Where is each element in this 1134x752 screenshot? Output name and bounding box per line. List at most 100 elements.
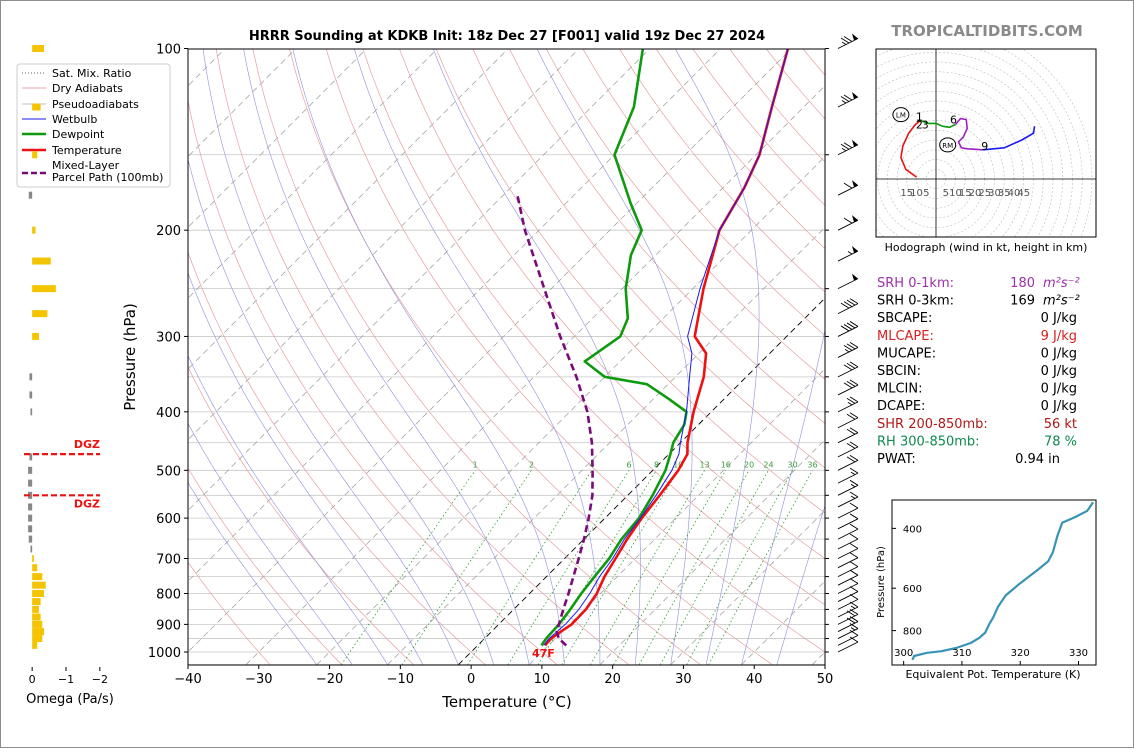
wind-barb-flag	[849, 616, 859, 622]
pseudoadiabat-line	[188, 158, 459, 665]
x-tick-label: −10	[387, 672, 414, 687]
pseudoadiabat-line	[202, 49, 494, 665]
isotherm-line	[188, 49, 721, 582]
omega-panel: DGZ DGZ 0 −1 −2 Omega (Pa/s)	[24, 45, 114, 707]
series-mixed-layer-parcel-path-100mb	[516, 194, 594, 647]
dry-adiabat-line	[545, 49, 825, 380]
isotherm-line	[188, 49, 509, 370]
omega-bar	[28, 525, 33, 533]
wind-barb-flag	[846, 322, 856, 329]
omega-bar	[32, 641, 38, 649]
skewt-panel: 1 2 4 6 8 10 13 16 20 24 30 36 47F −40 −30 −20 −10 0 10 2…	[16, 29, 859, 711]
wind-barb	[837, 321, 859, 337]
mixing-ratio-label: 30	[788, 460, 798, 469]
omega-tick-label: −1	[58, 673, 74, 686]
omega-bar	[28, 514, 33, 522]
wind-barb-flag	[849, 594, 859, 600]
omega-bar	[32, 590, 44, 598]
wind-barb	[837, 479, 859, 496]
sounding-indices: SRH 0-1km: 180 m²s⁻² SRH 0-3km: 169 m²s⁻² SBCA…	[877, 276, 1080, 467]
chart-legend: Sat. Mix. Ratio Dry Adiabats Pseudoadiab…	[16, 63, 171, 188]
hodograph-speed-label: 30	[988, 188, 1001, 199]
omega-tick-label: −2	[92, 673, 108, 686]
x-tick-label: 30	[675, 672, 692, 687]
omega-bar	[29, 373, 33, 381]
wind-barb	[837, 594, 859, 610]
hodograph-segment	[900, 119, 921, 178]
omega-bar	[32, 613, 41, 621]
omega-bar	[28, 466, 33, 474]
isotherm-line	[458, 297, 825, 665]
wind-barb-half	[844, 349, 850, 353]
series-wetbulb	[543, 49, 789, 646]
wind-barb	[837, 569, 859, 586]
wind-barb-flag	[843, 217, 853, 224]
wind-barb	[837, 396, 859, 413]
hodograph-frame	[875, 48, 1097, 238]
wind-barb	[837, 502, 859, 519]
omega-bar	[32, 605, 39, 613]
dry-adiabat-line	[188, 251, 486, 665]
wind-barb-half	[841, 147, 847, 152]
y-tick-label: 700	[156, 553, 181, 568]
wind-barb-flag	[840, 302, 850, 309]
wind-barb-flag	[849, 513, 859, 520]
omega-axis: 0 −1 −2	[29, 667, 108, 686]
y-axis-label: Pressure (hPa)	[121, 303, 139, 411]
wind-barb-pennant	[852, 246, 858, 254]
wind-barb-half	[850, 605, 856, 609]
wind-barb-flag	[849, 523, 859, 530]
y-tick-label: 800	[156, 588, 181, 603]
index-label: SBCAPE:	[877, 311, 932, 326]
wind-barb-staff	[837, 96, 859, 108]
wind-barb-staff	[837, 641, 859, 653]
mixing-ratio-line	[613, 470, 727, 665]
wind-barb-flag	[843, 345, 853, 351]
omega-bar	[32, 598, 41, 606]
wind-barb-flag	[849, 629, 859, 636]
hodograph-speed-label: 25	[978, 188, 991, 199]
dry-adiabat-line	[435, 49, 825, 514]
theta-e-frame	[891, 499, 1097, 666]
index-value: 0 J/kg	[1041, 364, 1077, 379]
omega-bar	[32, 257, 51, 265]
hodograph-speed-label: 15	[959, 188, 972, 199]
wind-barb-flag	[849, 636, 859, 643]
theta-e-axis: 300 310 320 330 400 600 800	[892, 524, 1088, 665]
hodograph-speed-label: 5	[943, 188, 949, 199]
theta-e-x-label: Equivalent Pot. Temperature (K)	[905, 668, 1080, 681]
wind-barb-staff	[837, 518, 859, 530]
mixing-ratio-label: 36	[807, 460, 817, 469]
pseudoadiabat-line	[354, 49, 601, 665]
x-tick-label: −40	[174, 672, 201, 687]
wind-barb-pennant	[852, 139, 858, 147]
wind-barb-staff	[837, 538, 859, 550]
wind-barb	[837, 636, 859, 653]
theta-e-y-tick-label: 800	[903, 627, 922, 638]
x-tick-label: −30	[245, 672, 272, 687]
omega-bar	[32, 555, 34, 563]
pseudoadiabat-line	[188, 355, 388, 665]
mixing-ratio-line	[638, 470, 750, 665]
mixing-ratio-line	[507, 470, 630, 665]
omega-bar	[32, 151, 38, 159]
storm-motion-marker	[939, 137, 957, 153]
dry-adiabat-line	[188, 561, 271, 665]
hodograph-speed-label: 45	[1017, 188, 1030, 199]
wind-barb-flag	[843, 182, 853, 189]
chart-title: HRRR Sounding at KDKB Init: 18z Dec 27 […	[249, 29, 765, 44]
wind-barb-staff	[837, 557, 859, 569]
legend-entry: Wetbulb	[52, 113, 97, 126]
y-tick-label: 1000	[148, 646, 181, 661]
wind-barb	[837, 561, 859, 578]
wind-barb-flag	[849, 412, 859, 419]
dry-adiabat-line	[188, 98, 558, 665]
index-value: 78 %	[1044, 434, 1077, 449]
index-label: MLCIN:	[877, 382, 922, 397]
y-tick-label: 900	[156, 618, 181, 633]
x-tick-label: 0	[467, 672, 475, 687]
wind-barb-flag	[843, 94, 853, 101]
